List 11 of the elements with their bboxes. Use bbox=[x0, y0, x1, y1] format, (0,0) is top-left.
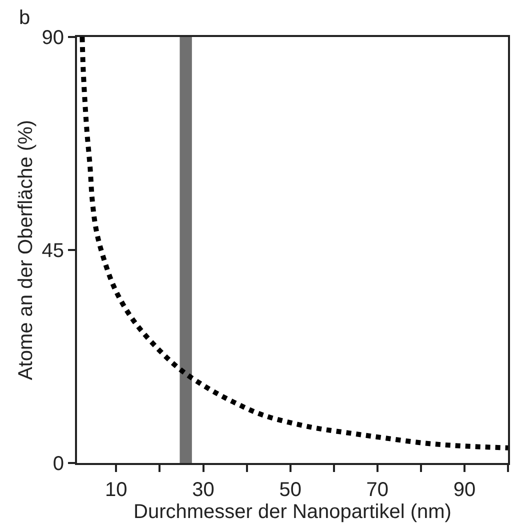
x-tick-label: 70 bbox=[366, 479, 389, 501]
y-tick-label: 90 bbox=[42, 27, 64, 49]
x-tick-label: 10 bbox=[105, 479, 128, 501]
x-tick-label: 90 bbox=[453, 479, 476, 501]
text: b bbox=[19, 7, 30, 29]
y-axis-title: Atome an der Oberfläche (%) bbox=[14, 120, 37, 380]
y-tick-label: 0 bbox=[52, 453, 64, 475]
x-tick-label: 30 bbox=[192, 479, 214, 501]
x-axis-title: Durchmesser der Nanopartikel (nm) bbox=[134, 501, 452, 523]
x-tick-label: 50 bbox=[279, 479, 302, 501]
y-tick-label: 45 bbox=[42, 240, 64, 262]
